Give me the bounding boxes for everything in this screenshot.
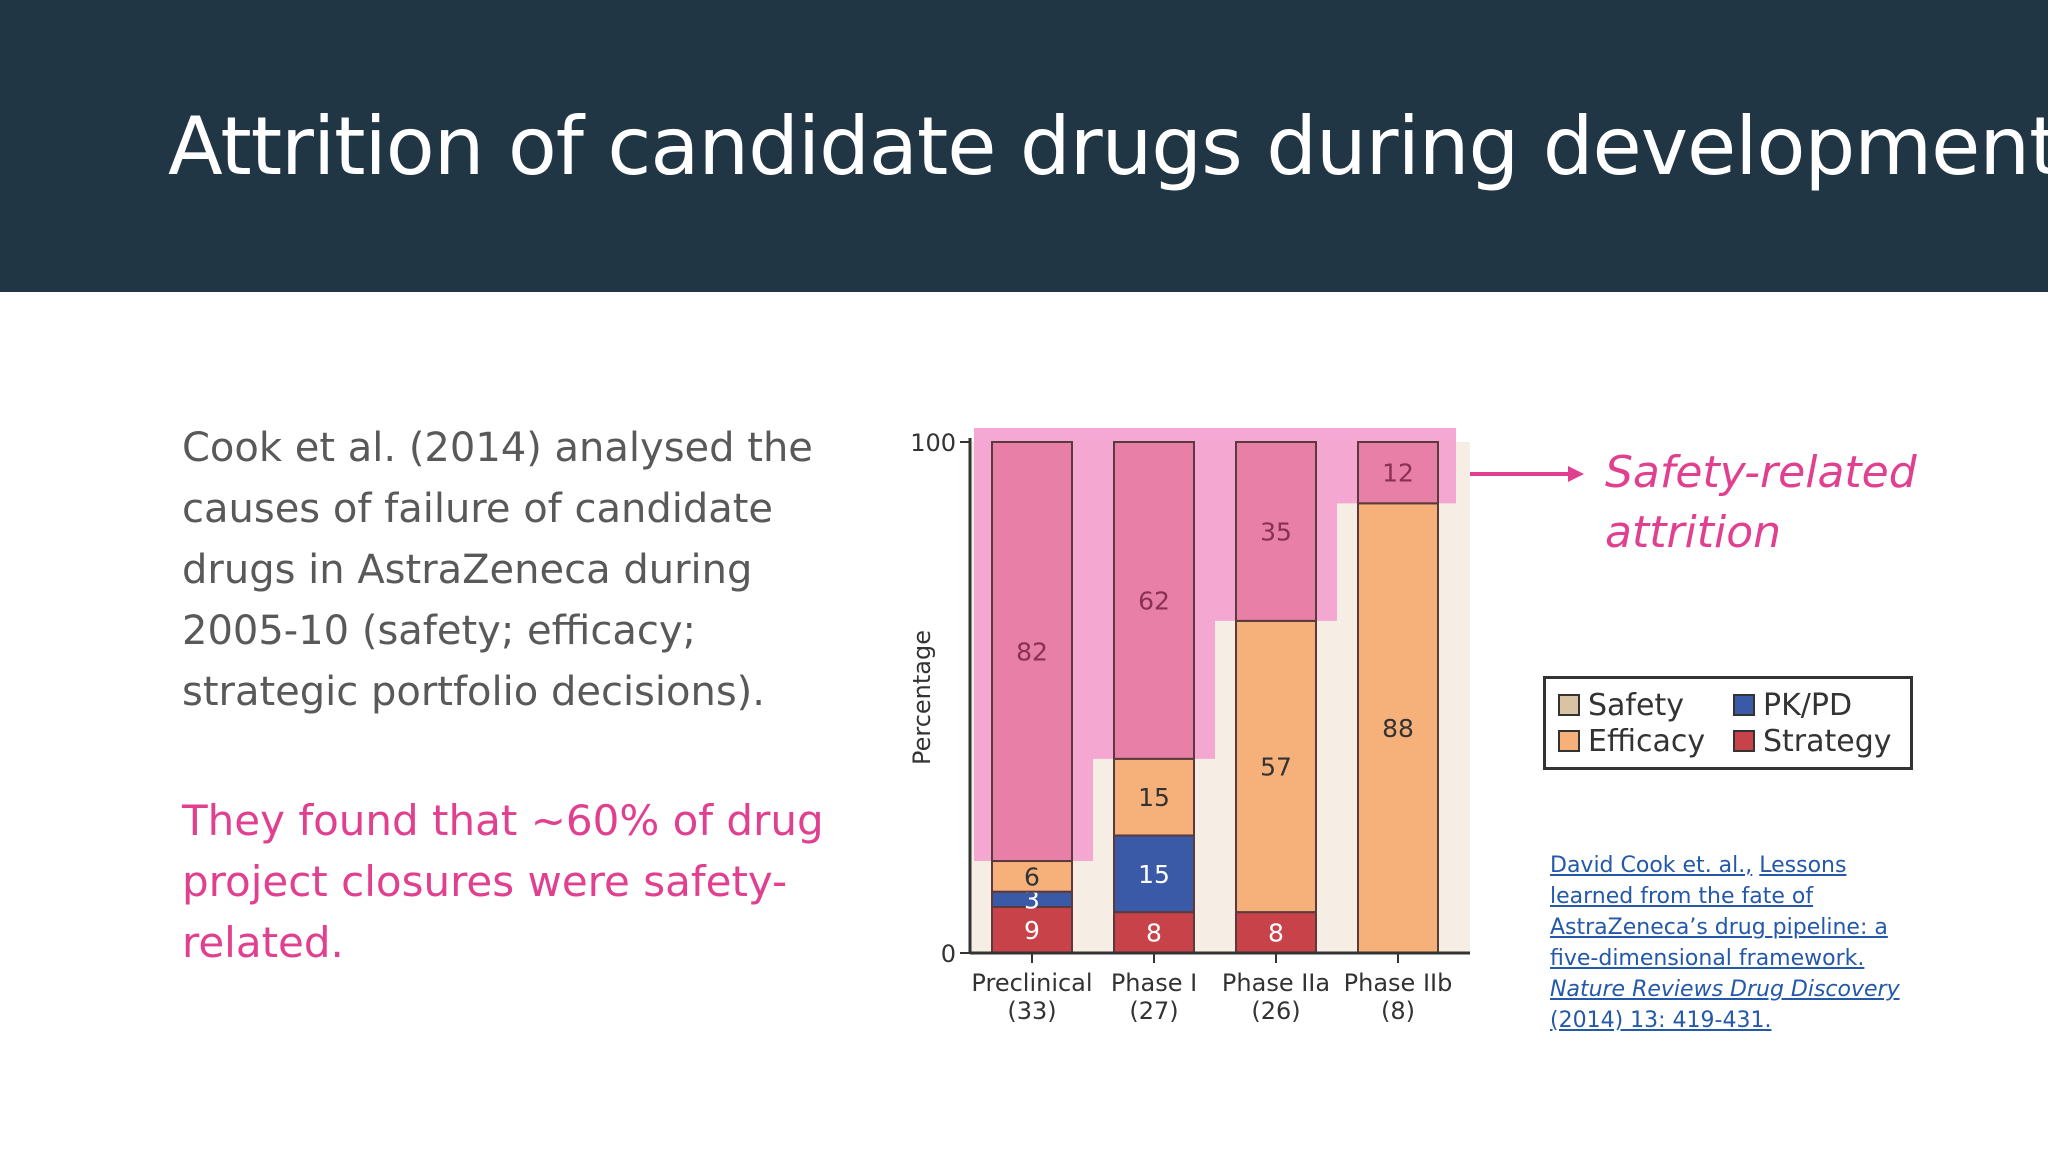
safety-annotation: Safety-related attrition <box>1605 443 1917 563</box>
safety-highlight-region <box>974 428 1456 862</box>
legend-item-safety: Safety <box>1558 687 1723 723</box>
highlight-text: They found that ~60% of drug project clo… <box>182 796 824 967</box>
legend-label-efficacy: Efficacy <box>1588 723 1706 759</box>
legend-swatch-safety <box>1558 694 1580 716</box>
slide-title: Attrition of candidate drugs during deve… <box>168 100 2048 193</box>
citation-journal-link[interactable]: Nature Reviews Drug Discovery <box>1550 977 1900 1002</box>
data-label-safety-1: 62 <box>1138 586 1170 615</box>
legend-swatch-efficacy <box>1558 730 1580 752</box>
legend-item-pkpd: PK/PD <box>1733 687 1898 723</box>
legend-label-strategy: Strategy <box>1763 723 1892 759</box>
x-tick-label-1: Phase I <box>1111 969 1197 997</box>
legend-item-efficacy: Efficacy <box>1558 723 1723 759</box>
x-tick-count-3: (8) <box>1381 997 1415 1025</box>
bar-efficacy-1 <box>1113 757 1195 837</box>
slide-header: Attrition of candidate drugs during deve… <box>0 0 2048 292</box>
data-label-safety-0: 82 <box>1016 638 1048 667</box>
annotation-line-1: Safety-related <box>1605 447 1917 498</box>
data-label-strategy-0: 9 <box>1024 916 1040 945</box>
chart-legend: Safety PK/PD Efficacy Strategy <box>1543 676 1913 770</box>
citation-title-link[interactable]: Lessons learned from the fate of AstraZe… <box>1550 853 1888 971</box>
bar-safety-3 <box>1357 441 1439 505</box>
body-text: Cook et al. (2014) analysed the causes o… <box>182 425 813 715</box>
citation-details-link[interactable]: (2014) 13: 419-431. <box>1550 1008 1772 1033</box>
bar-efficacy-2 <box>1235 619 1317 914</box>
legend-item-strategy: Strategy <box>1733 723 1898 759</box>
bar-efficacy-3 <box>1357 502 1439 954</box>
data-label-efficacy-3: 88 <box>1382 714 1414 743</box>
x-tick-count-1: (27) <box>1129 997 1178 1025</box>
y-axis-label: Percentage <box>908 630 936 765</box>
data-label-efficacy-2: 57 <box>1260 752 1292 781</box>
legend-swatch-strategy <box>1733 730 1755 752</box>
data-label-strategy-1: 8 <box>1146 919 1162 948</box>
legend-label-safety: Safety <box>1588 687 1684 723</box>
annotation-arrow <box>1470 466 1584 482</box>
citation: David Cook et. al., Lessons learned from… <box>1550 850 1930 1036</box>
data-label-efficacy-0: 6 <box>1024 862 1040 891</box>
bar-efficacy-0 <box>991 860 1073 893</box>
bar-safety-0 <box>991 441 1073 863</box>
x-tick-label-0: Preclinical <box>971 969 1092 997</box>
y-tick-label-0: 0 <box>941 940 956 968</box>
bar-pkpd-1 <box>1113 834 1195 914</box>
bar-strategy-1 <box>1113 911 1195 954</box>
data-label-pkpd-1: 15 <box>1138 860 1170 889</box>
bar-safety-1 <box>1113 441 1195 760</box>
annotation-line-2: attrition <box>1605 507 1782 558</box>
legend-swatch-pkpd <box>1733 694 1755 716</box>
x-tick-count-0: (33) <box>1007 997 1056 1025</box>
legend-label-pkpd: PK/PD <box>1763 687 1853 723</box>
data-label-efficacy-1: 15 <box>1138 783 1170 812</box>
citation-authors-link[interactable]: David Cook et. al., <box>1550 853 1753 878</box>
x-tick-count-2: (26) <box>1251 997 1300 1025</box>
y-tick-label-100: 100 <box>910 429 956 457</box>
x-tick-label-3: Phase IIb <box>1344 969 1453 997</box>
x-tick-label-2: Phase IIa <box>1222 969 1330 997</box>
data-label-strategy-2: 8 <box>1268 919 1284 948</box>
data-label-safety-2: 35 <box>1260 517 1292 546</box>
data-label-safety-3: 12 <box>1382 459 1414 488</box>
bar-safety-2 <box>1235 441 1317 622</box>
